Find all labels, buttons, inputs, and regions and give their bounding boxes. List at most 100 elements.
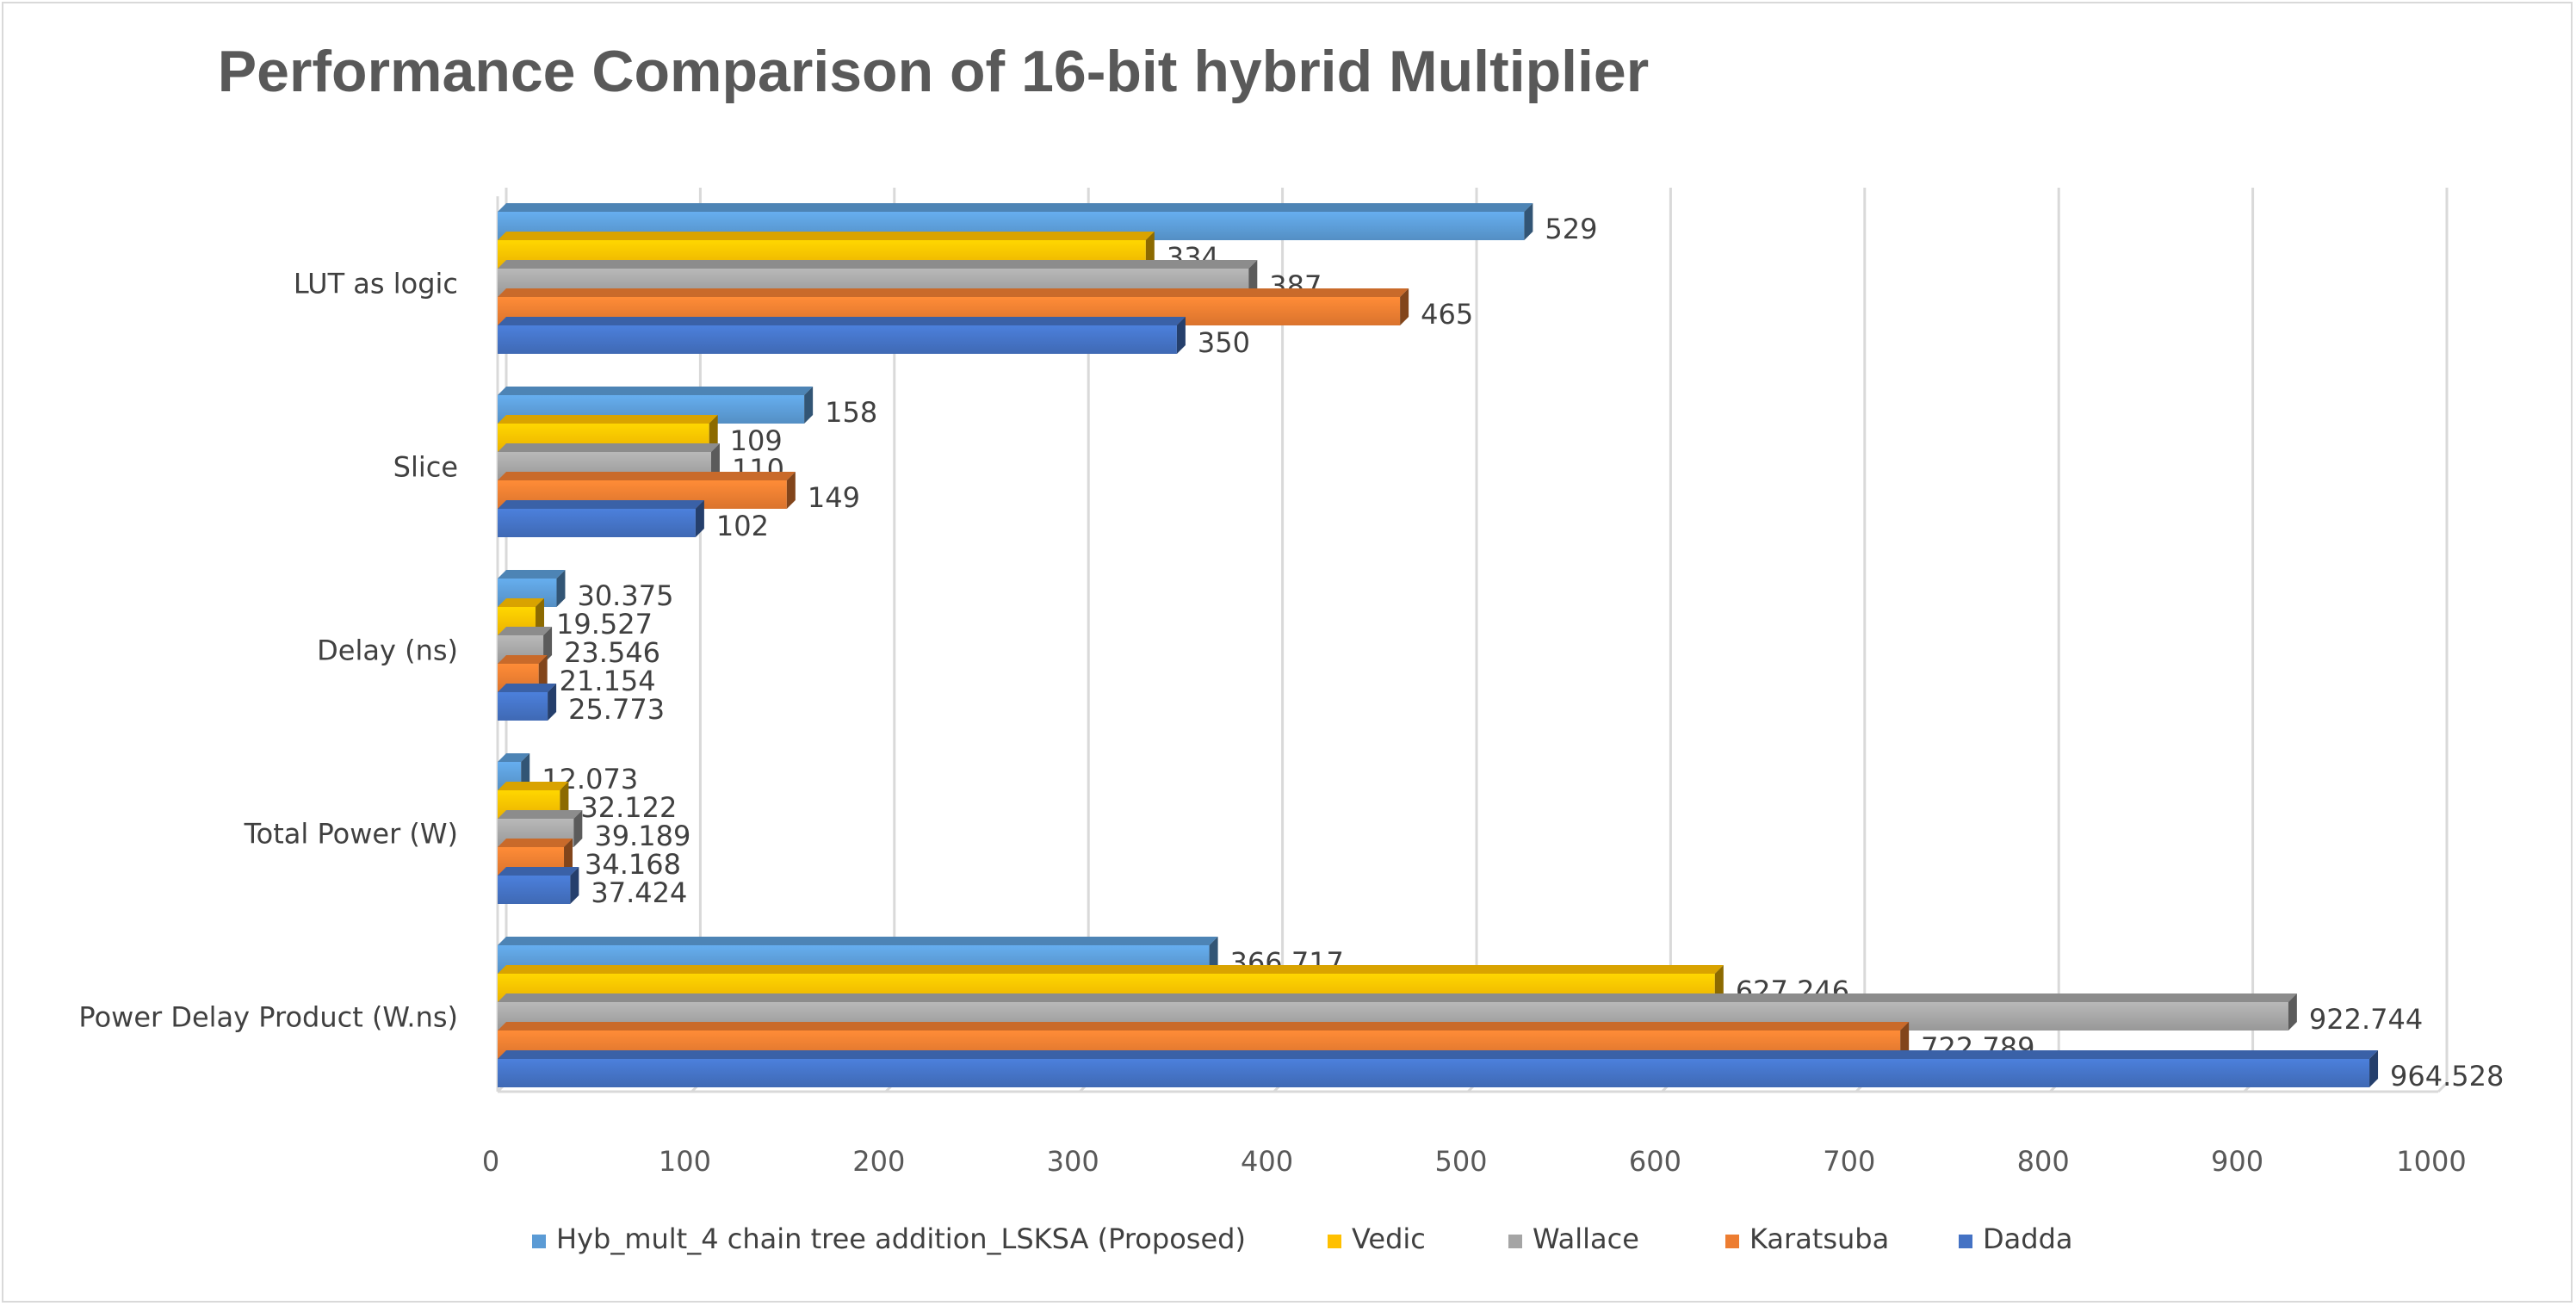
bar-side-face: [709, 415, 718, 452]
bar-side-face: [560, 782, 569, 819]
bar-top-face: [498, 260, 1258, 269]
x-tick-label: 600: [1629, 1145, 1681, 1178]
bar-side-face: [1714, 965, 1724, 1002]
bar-side-face: [1209, 937, 1218, 974]
bar-side-face: [786, 472, 796, 509]
data-label: 37.424: [591, 876, 687, 909]
data-label: 32.122: [580, 791, 677, 824]
bar-side-face: [538, 655, 548, 692]
bar-side-face: [1900, 1022, 1910, 1059]
category-label: Slice: [393, 451, 458, 484]
category-label: LUT as logic: [294, 268, 458, 300]
data-label: 25.773: [568, 693, 665, 726]
bar-side-face: [695, 500, 704, 537]
bar-side-face: [710, 443, 720, 480]
bar: [498, 692, 548, 721]
bar-top-face: [498, 1050, 2379, 1059]
legend-swatch: [532, 1235, 546, 1248]
bar: [498, 325, 1177, 354]
bar-side-face: [2369, 1050, 2379, 1087]
data-label: 465: [1421, 298, 1473, 331]
legend-label: Karatsuba: [1749, 1222, 1889, 1255]
bar: [498, 509, 696, 537]
bar-side-face: [543, 627, 553, 664]
category-label: Delay (ns): [317, 634, 458, 667]
data-label: 149: [808, 481, 860, 514]
legend-label: Dadda: [1983, 1222, 2072, 1255]
bar-top-face: [498, 655, 548, 664]
bar-side-face: [1400, 288, 1409, 325]
bar-top-face: [498, 810, 583, 819]
bar-top-face: [498, 965, 1724, 974]
x-tick-label: 500: [1434, 1145, 1487, 1178]
bar-side-face: [536, 598, 545, 635]
bar: [498, 876, 571, 904]
bar-top-face: [498, 203, 1533, 212]
bar-top-face: [498, 993, 2297, 1002]
bar-side-face: [573, 810, 583, 847]
bar-side-face: [548, 684, 557, 721]
x-tick-label: 900: [2211, 1145, 2263, 1178]
bar-top-face: [498, 753, 530, 762]
bar-top-face: [498, 317, 1186, 325]
legend-swatch: [1508, 1235, 1522, 1248]
data-label: 922.744: [2309, 1003, 2423, 1036]
bar-top-face: [498, 782, 569, 790]
bar-top-face: [498, 684, 557, 692]
data-label: 30.375: [577, 579, 673, 612]
bar-top-face: [498, 443, 720, 452]
bar-side-face: [1176, 317, 1186, 354]
bar-top-face: [498, 232, 1155, 240]
data-label: 109: [730, 424, 783, 457]
data-label: 39.189: [594, 820, 690, 852]
x-tick-label: 0: [482, 1145, 499, 1178]
category-label: Total Power (W): [244, 818, 458, 851]
bar-top-face: [498, 570, 566, 579]
legend-swatch: [1959, 1235, 1972, 1248]
data-label: 21.154: [560, 665, 656, 697]
bar-top-face: [498, 867, 579, 876]
data-label: 23.546: [564, 636, 660, 669]
bar-top-face: [498, 387, 814, 395]
bar-top-face: [498, 1022, 1910, 1031]
legend-swatch: [1725, 1235, 1739, 1248]
x-tick-label: 700: [1823, 1145, 1875, 1178]
bar-side-face: [556, 570, 566, 607]
category-label: Power Delay Product (W.ns): [78, 1001, 458, 1034]
bar-side-face: [570, 867, 579, 904]
data-label: 529: [1545, 213, 1597, 245]
data-label: 350: [1198, 326, 1250, 359]
data-label: 19.527: [556, 608, 653, 641]
x-tick-label: 400: [1241, 1145, 1293, 1178]
bar-top-face: [498, 598, 545, 607]
x-gridline-floor: [2437, 1081, 2449, 1093]
bar-top-face: [498, 415, 718, 424]
bar-side-face: [1524, 203, 1533, 240]
x-tick-label: 200: [852, 1145, 905, 1178]
legend-swatch: [1328, 1235, 1341, 1248]
bar-top-face: [498, 500, 704, 509]
bar-side-face: [804, 387, 814, 424]
data-label: 34.168: [585, 848, 681, 881]
legend-label: Wallace: [1533, 1222, 1639, 1255]
chart-title: Performance Comparison of 16-bit hybrid …: [217, 39, 1650, 104]
x-tick-label: 300: [1047, 1145, 1099, 1178]
legend-label: Hyb_mult_4 chain tree addition_LSKSA (Pr…: [556, 1222, 1246, 1255]
legend-label: Vedic: [1352, 1222, 1426, 1255]
data-label: 158: [825, 396, 877, 429]
bar-side-face: [1145, 232, 1155, 269]
x-tick-label: 100: [659, 1145, 711, 1178]
x-tick-label: 800: [2017, 1145, 2070, 1178]
bar-top-face: [498, 839, 573, 847]
bar-side-face: [564, 839, 573, 876]
bar-top-face: [498, 627, 553, 635]
bar: [498, 1059, 2370, 1087]
bar-side-face: [1248, 260, 1258, 297]
bar-top-face: [498, 937, 1218, 945]
bar-side-face: [2288, 993, 2297, 1031]
x-tick-label: 1000: [2396, 1145, 2466, 1178]
bar-top-face: [498, 472, 796, 480]
data-label: 964.528: [2390, 1060, 2504, 1092]
data-label: 102: [716, 510, 769, 542]
